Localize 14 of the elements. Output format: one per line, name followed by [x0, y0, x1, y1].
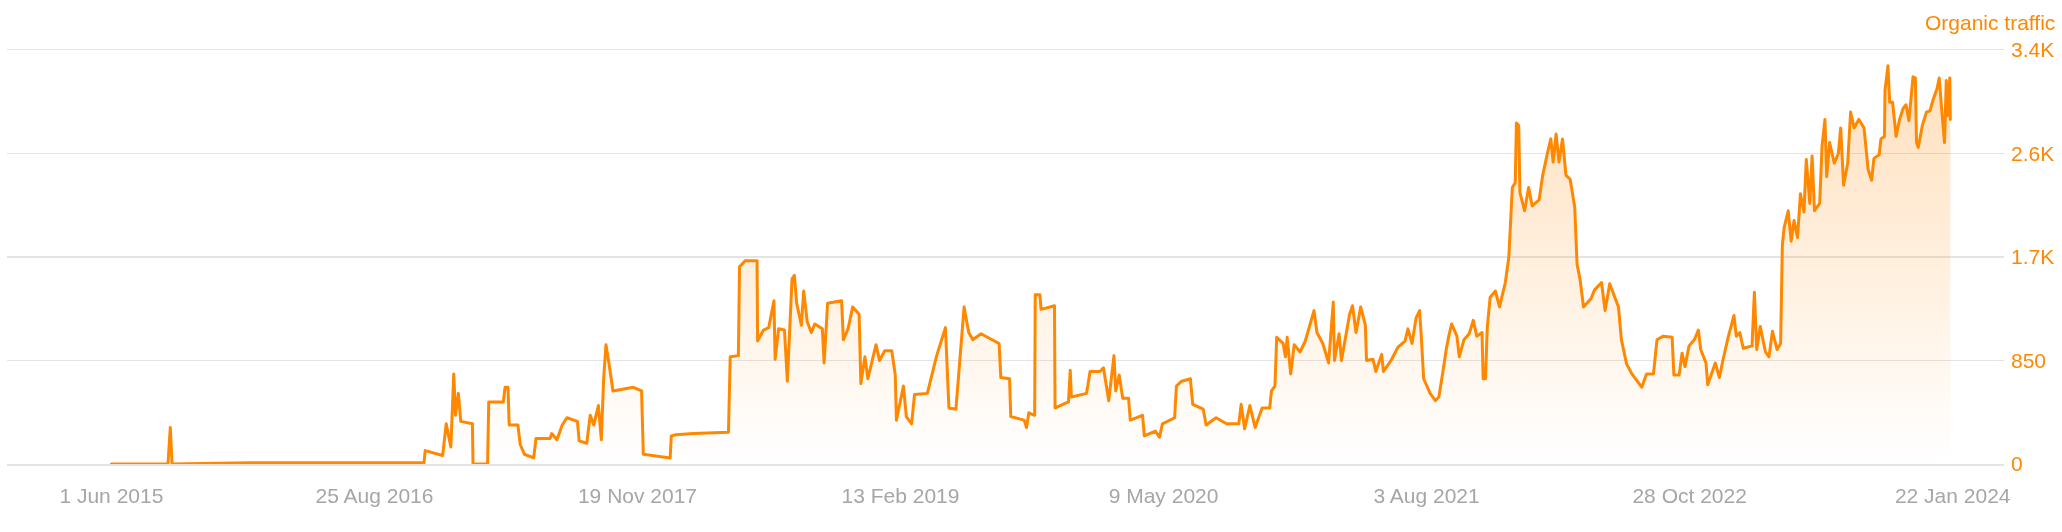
x-tick-label: 28 Oct 2022	[1632, 483, 1747, 507]
x-tick-label: 3 Aug 2021	[1373, 483, 1480, 507]
y-tick-label: 2.6K	[2011, 141, 2055, 165]
y-tick-label: 3.4K	[2011, 38, 2055, 62]
x-tick-label: 19 Nov 2017	[577, 483, 698, 507]
x-tick-label: 9 May 2020	[1108, 483, 1219, 507]
x-tick-label: 22 Jan 2024	[1894, 483, 2011, 507]
x-tick-label: 1 Jun 2015	[59, 483, 164, 507]
x-tick-label: 25 Aug 2016	[315, 483, 434, 507]
y-tick-label: 1.7K	[2011, 245, 2055, 269]
y-tick-label: 0	[2011, 452, 2023, 476]
y-axis-title: Organic traffic	[1925, 11, 2056, 34]
x-tick-label: 13 Feb 2019	[841, 483, 960, 507]
y-tick-label: 850	[2011, 348, 2047, 372]
